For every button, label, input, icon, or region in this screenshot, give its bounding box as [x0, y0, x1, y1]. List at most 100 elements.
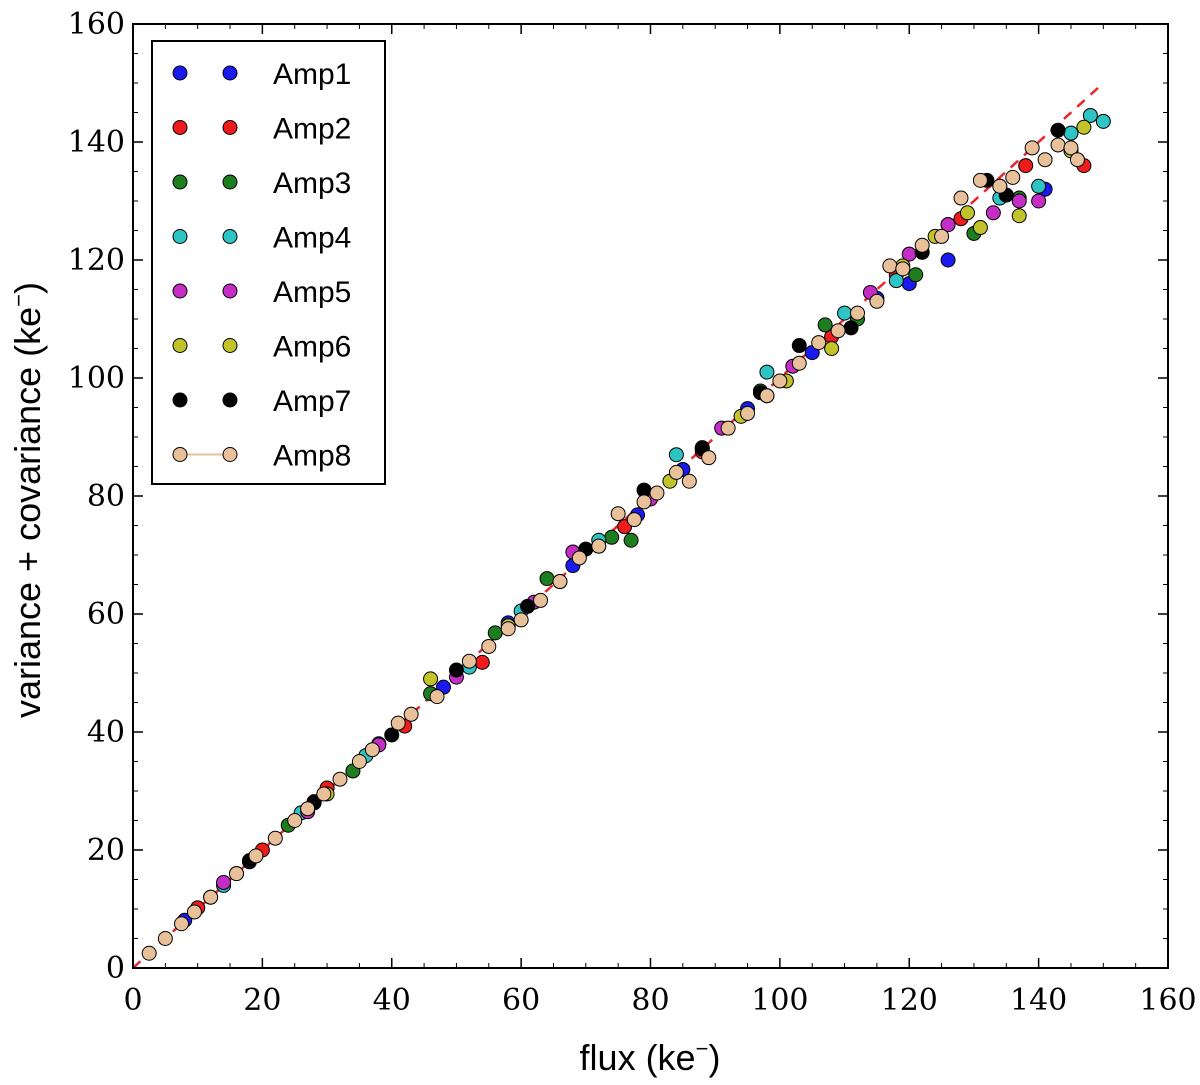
y-tick-label: 60 — [87, 597, 125, 632]
data-point-amp5 — [1011, 193, 1027, 209]
data-point-amp8 — [390, 715, 406, 731]
data-point-amp8 — [972, 172, 988, 188]
y-tick-label: 0 — [106, 951, 125, 986]
y-tick-label: 140 — [68, 125, 125, 160]
legend-marker-amp1 — [222, 65, 238, 81]
plot-frame — [132, 23, 1169, 969]
legend-label-amp8: Amp8 — [273, 440, 351, 473]
data-point-amp8 — [300, 801, 316, 817]
data-point-amp8 — [513, 612, 529, 628]
data-point-amp8 — [636, 494, 652, 510]
x-axis-label: flux (ke−) — [580, 1036, 721, 1078]
data-point-amp8 — [869, 293, 885, 309]
data-point-amp8 — [429, 689, 445, 705]
legend-marker-amp5 — [172, 283, 188, 299]
legend-entry-amp8: Amp8 — [172, 440, 351, 473]
data-point-amp7 — [448, 662, 464, 678]
legend-marker-amp2 — [222, 120, 238, 135]
y-tick-label: 40 — [87, 715, 125, 750]
legend-frame — [151, 40, 386, 485]
data-point-amp1 — [940, 252, 956, 268]
legend-marker-amp8 — [222, 447, 238, 462]
data-point-amp8 — [882, 258, 898, 274]
data-point-amp8 — [403, 706, 419, 722]
data-point-amp5 — [1031, 193, 1047, 209]
data-point-amp7 — [384, 727, 400, 743]
legend-marker-amp1 — [172, 65, 188, 81]
legend-entry-amp7: Amp7 — [172, 385, 351, 418]
x-tick-label: 100 — [751, 983, 808, 1018]
x-tick-label: 0 — [123, 983, 142, 1018]
x-tick-label: 60 — [502, 983, 540, 1018]
y-tick-label: 160 — [68, 7, 125, 42]
legend-entry-amp6: Amp6 — [172, 331, 351, 364]
data-point-amp8 — [591, 538, 607, 554]
data-point-amp8 — [649, 485, 665, 501]
data-point-amp8 — [141, 945, 157, 961]
data-point-amp6 — [1011, 208, 1027, 224]
data-point-amp8 — [351, 754, 367, 769]
y-tick-label: 100 — [68, 361, 125, 396]
legend-marker-amp6 — [222, 338, 238, 353]
data-point-amp3 — [817, 317, 833, 333]
points-layer — [141, 107, 1111, 961]
legend-marker-amp5 — [222, 283, 238, 299]
data-point-amp8 — [1005, 169, 1021, 185]
data-point-amp8 — [1037, 152, 1053, 168]
data-point-amp8 — [461, 653, 477, 669]
legend-label-amp5: Amp5 — [273, 276, 351, 309]
data-point-amp3 — [604, 529, 620, 545]
data-point-amp8 — [992, 178, 1008, 194]
y-axis-label-close: ) — [7, 282, 48, 294]
data-point-amp8 — [248, 848, 264, 864]
legend-label-amp7: Amp7 — [273, 385, 351, 418]
data-point-amp6 — [423, 671, 439, 687]
x-tick-label: 40 — [373, 983, 411, 1018]
x-tick-label: 20 — [243, 983, 281, 1018]
data-point-amp8 — [203, 889, 219, 905]
data-point-amp8 — [229, 866, 244, 882]
data-point-amp8 — [157, 931, 173, 946]
series-amp8 — [141, 137, 1085, 961]
y-tick-label: 20 — [87, 833, 125, 868]
x-tick-label: 80 — [631, 983, 669, 1018]
data-point-amp3 — [623, 532, 639, 548]
data-point-amp7 — [520, 598, 536, 614]
legend-label-amp6: Amp6 — [273, 331, 351, 364]
data-point-amp8 — [552, 574, 568, 590]
y-tick-label: 80 — [87, 479, 125, 514]
data-point-amp4 — [668, 447, 684, 463]
legend: Amp1 Amp2 Amp3 Amp4 Amp5 Amp6 Amp7 Amp8 — [151, 40, 386, 485]
data-point-amp8 — [720, 420, 736, 436]
data-point-amp8 — [850, 305, 865, 321]
legend-marker-amp7 — [172, 392, 188, 408]
data-point-amp8 — [772, 373, 788, 389]
data-point-amp5 — [216, 874, 232, 890]
data-point-amp8 — [811, 335, 827, 351]
legend-marker-amp4 — [172, 229, 188, 244]
data-point-amp8 — [364, 742, 380, 758]
data-point-amp4 — [888, 273, 904, 289]
legend-label-amp1: Amp1 — [273, 58, 351, 91]
data-point-amp8 — [332, 771, 348, 787]
data-point-amp5 — [985, 205, 1001, 221]
y-axis-label: variance + covariance (ke−) — [6, 282, 48, 718]
x-axis-label-main: flux (ke — [580, 1037, 696, 1078]
legend-entry-amp5: Amp5 — [172, 276, 351, 309]
data-point-amp2 — [474, 654, 490, 670]
data-point-amp8 — [701, 450, 717, 466]
data-point-amp7 — [791, 338, 807, 354]
data-point-amp4 — [1095, 113, 1111, 129]
data-point-amp4 — [1082, 107, 1098, 123]
data-point-amp8 — [1024, 140, 1040, 156]
legend-marker-amp6 — [172, 338, 188, 353]
data-point-amp8 — [668, 464, 684, 480]
data-point-amp8 — [934, 228, 950, 244]
data-point-amp3 — [539, 571, 555, 587]
y-axis-label-sup: − — [6, 294, 31, 307]
data-point-amp8 — [895, 261, 911, 277]
data-point-amp7 — [843, 320, 859, 336]
data-point-amp8 — [759, 388, 775, 404]
x-tick-label: 160 — [1139, 983, 1196, 1018]
data-point-amp8 — [1050, 137, 1066, 153]
